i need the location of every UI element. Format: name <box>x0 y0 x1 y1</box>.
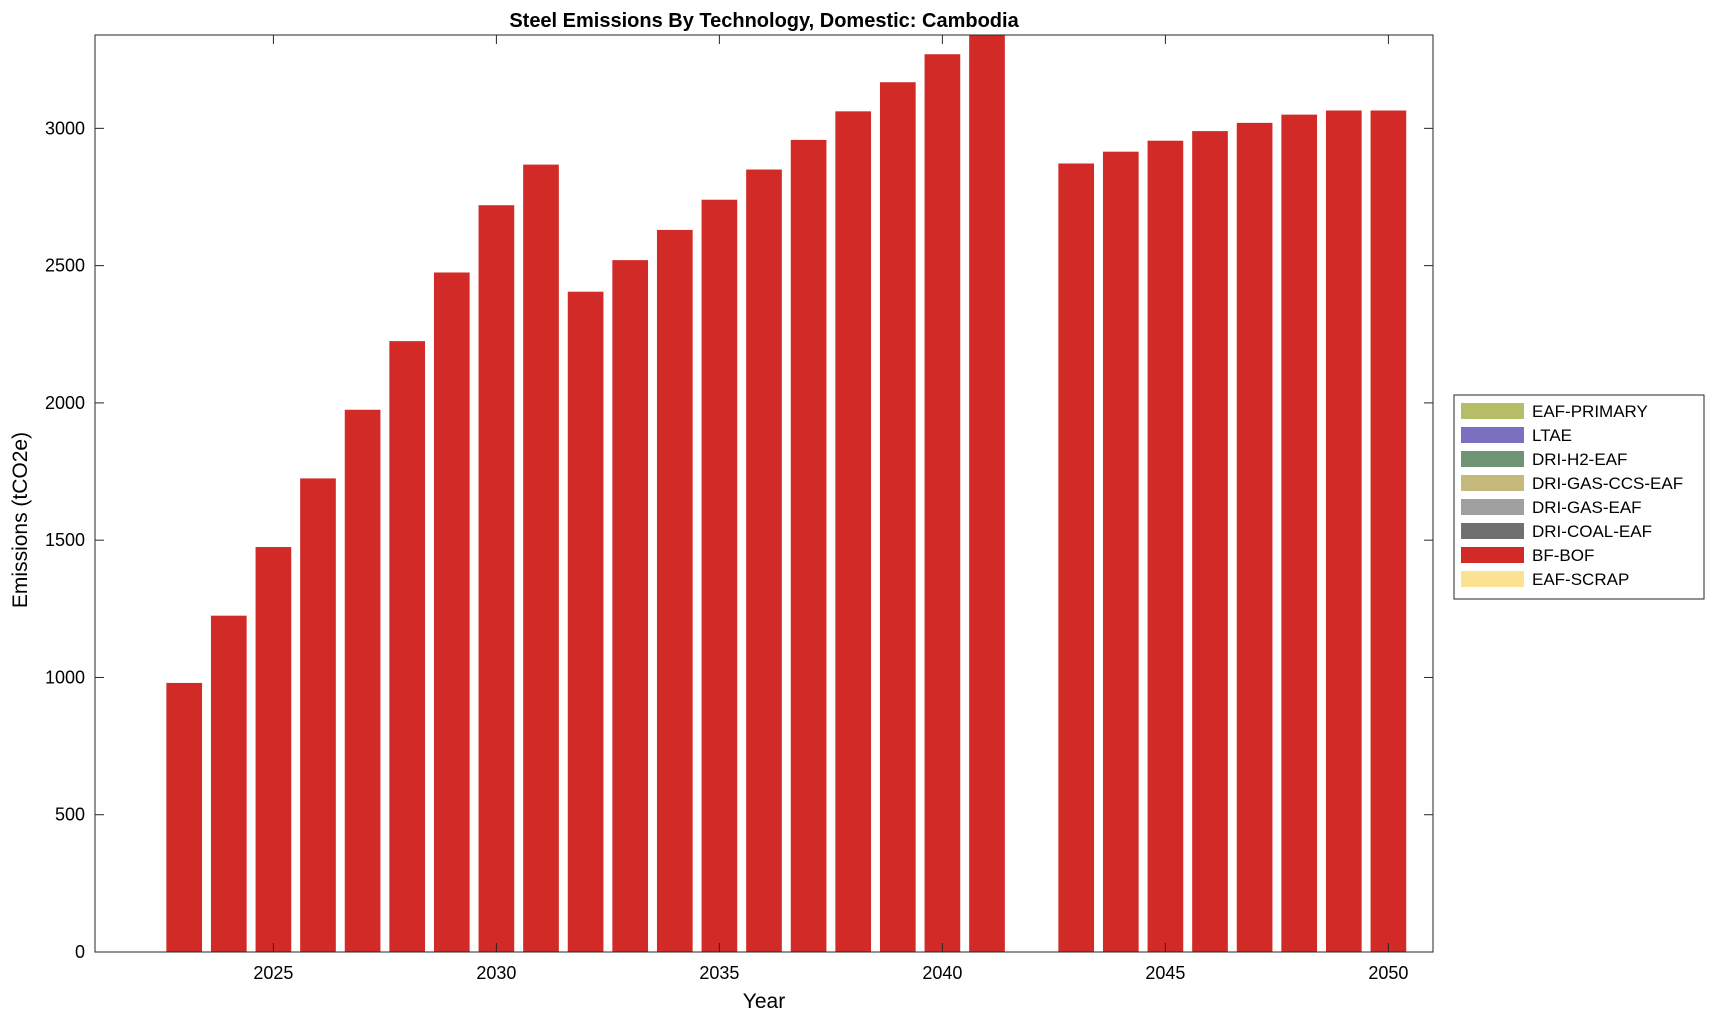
bar-bf-bof-2032 <box>567 291 604 953</box>
bar-bf-bof-2045 <box>1147 140 1184 952</box>
y-tick-label: 2500 <box>45 256 85 276</box>
bar-bf-bof-2038 <box>835 111 872 952</box>
y-tick-label: 0 <box>75 942 85 962</box>
y-tick-label: 500 <box>55 805 85 825</box>
bar-bf-bof-2040 <box>924 54 961 953</box>
y-tick-label: 2000 <box>45 393 85 413</box>
bar-bf-bof-2036 <box>746 169 782 952</box>
legend-swatch <box>1461 475 1524 491</box>
bar-bf-bof-2048 <box>1281 114 1318 953</box>
legend-swatch <box>1461 571 1524 587</box>
bar-bf-bof-2033 <box>612 260 649 952</box>
y-tick-label: 1000 <box>45 667 85 687</box>
legend-swatch <box>1461 499 1524 515</box>
bar-bf-bof-2037 <box>790 139 827 952</box>
legend-item-label: DRI-GAS-EAF <box>1532 498 1642 517</box>
x-tick-label: 2035 <box>699 963 739 983</box>
bars-group <box>166 35 1407 953</box>
legend-item-label: BF-BOF <box>1532 546 1594 565</box>
y-tick-label: 3000 <box>45 118 85 138</box>
bar-bf-bof-2046 <box>1192 131 1228 953</box>
legend-swatch <box>1461 523 1524 539</box>
bar-bf-bof-2043 <box>1058 163 1095 953</box>
ticks-group: 2025 2030 2035 2040 2045 2050 0 500 1000 1500 2000… <box>45 35 1433 983</box>
bar-bf-bof-2039 <box>879 82 916 953</box>
legend: EAF-PRIMARY LTAE DRI-H2-EAF DRI-GAS-CCS-EAF… <box>1453 394 1705 600</box>
bar-bf-bof-2030 <box>478 205 515 953</box>
bar-bf-bof-2031 <box>523 164 559 953</box>
legend-box <box>1453 394 1705 600</box>
x-tick-label: 2045 <box>1145 963 1185 983</box>
legend-item-label: DRI-GAS-CCS-EAF <box>1532 474 1683 493</box>
x-tick-label: 2030 <box>476 963 516 983</box>
bar-bf-bof-2034 <box>656 229 693 952</box>
bar-bf-bof-2029 <box>433 272 470 952</box>
bar-bf-bof-2028 <box>389 341 426 952</box>
bar-bf-bof-2047 <box>1236 122 1273 953</box>
bar-bf-bof-2041 <box>969 35 1005 952</box>
bar-bf-bof-2025 <box>255 547 292 952</box>
legend-item-label: LTAE <box>1532 426 1572 445</box>
legend-item-label: EAF-SCRAP <box>1532 570 1629 589</box>
bar-bf-bof-2050 <box>1370 110 1407 952</box>
legend-swatch <box>1461 451 1524 467</box>
bar-bf-bof-2044 <box>1102 151 1139 952</box>
bar-bf-bof-2023 <box>166 682 203 952</box>
legend-swatch <box>1461 403 1524 419</box>
bar-bf-bof-2027 <box>344 409 381 952</box>
legend-item-label: EAF-PRIMARY <box>1532 402 1648 421</box>
x-tick-label: 2040 <box>922 963 962 983</box>
y-axis-label: Emissions (tCO2e) <box>9 432 32 608</box>
x-axis-label: Year <box>743 990 785 1013</box>
bar-bf-bof-2026 <box>300 478 336 952</box>
legend-swatch <box>1461 547 1524 563</box>
y-tick-label: 1500 <box>45 530 85 550</box>
legend-swatch <box>1461 427 1524 443</box>
x-tick-label: 2025 <box>253 963 293 983</box>
bar-bf-bof-2024 <box>210 615 247 952</box>
legend-item-label: DRI-COAL-EAF <box>1532 522 1652 541</box>
plot-frame <box>94 34 1434 953</box>
bar-bf-bof-2035 <box>701 199 738 953</box>
legend-item-label: DRI-H2-EAF <box>1532 450 1627 469</box>
bar-bf-bof-2049 <box>1325 110 1362 952</box>
chart-title: Steel Emissions By Technology, Domestic:… <box>509 10 1019 32</box>
x-tick-label: 2050 <box>1368 963 1408 983</box>
